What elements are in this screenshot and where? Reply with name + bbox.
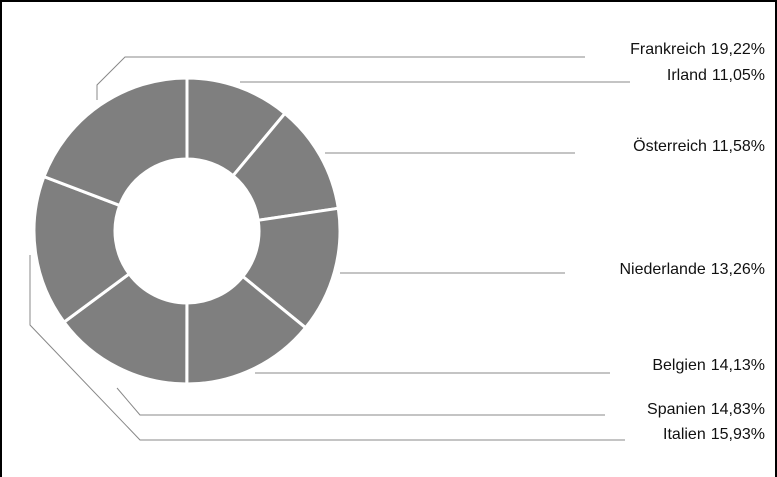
slice-name: Spanien bbox=[647, 401, 706, 418]
slice-value: 19,22% bbox=[711, 41, 765, 58]
leader-line bbox=[116, 387, 605, 416]
slice-value: 11,58% bbox=[712, 138, 765, 155]
slice-label: Niederlande 13,26% bbox=[619, 261, 765, 278]
slice-label: Frankreich 19,22% bbox=[630, 41, 765, 58]
slice-name: Niederlande bbox=[619, 261, 705, 278]
slice-label: Italien 15,93% bbox=[663, 426, 765, 443]
leader-line bbox=[29, 255, 625, 441]
slice-name: Italien bbox=[663, 426, 706, 443]
slice-name: Frankreich bbox=[630, 41, 706, 58]
slice-label: Österreich 11,58% bbox=[633, 137, 765, 155]
slice-value: 13,26% bbox=[711, 261, 765, 278]
slice-label: Spanien 14,83% bbox=[647, 401, 765, 418]
slice-value: 14,13% bbox=[711, 357, 765, 374]
slice-value: 15,93% bbox=[711, 426, 765, 443]
slice-name: Belgien bbox=[652, 357, 705, 374]
slice-value: 11,05% bbox=[712, 67, 765, 84]
slice-name: Irland bbox=[667, 67, 707, 84]
slice-name: Österreich bbox=[633, 137, 707, 155]
donut-slice bbox=[42, 76, 189, 208]
slice-label: Irland 11,05% bbox=[667, 67, 765, 84]
slice-value: 14,83% bbox=[711, 401, 765, 418]
leader-line bbox=[96, 56, 585, 100]
slice-label: Belgien 14,13% bbox=[652, 357, 765, 374]
